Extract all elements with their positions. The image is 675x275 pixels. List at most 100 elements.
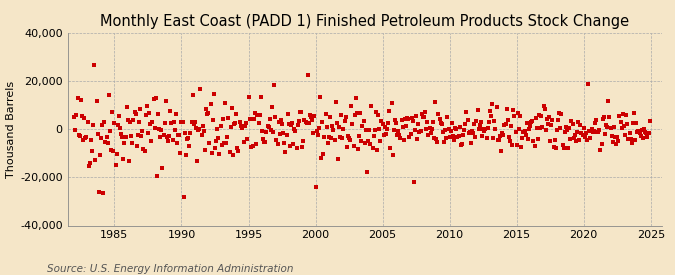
Point [135,107,146,111]
Point [125,120,136,124]
Point [483,119,494,124]
Point [478,127,489,131]
Point [381,132,392,136]
Point [96,135,107,140]
Point [374,127,385,131]
Point [610,135,620,139]
Point [290,129,301,133]
Point [269,83,279,87]
Point [492,138,503,142]
Point [122,118,133,122]
Point [287,121,298,125]
Point [157,166,168,170]
Point [635,134,646,139]
Point [620,132,630,137]
Point [392,133,402,137]
Point [375,139,386,143]
Point [313,133,323,137]
Point [599,131,610,136]
Point [500,122,511,127]
Point [248,144,259,148]
Point [333,157,344,161]
Point [622,122,632,127]
Point [117,135,128,139]
Point [477,134,487,138]
Point [416,111,427,116]
Point [582,138,593,142]
Point [432,140,443,144]
Point [531,116,541,120]
Point [344,136,354,141]
Point [618,112,628,117]
Point [570,133,580,138]
Point [524,123,535,128]
Point [158,132,169,137]
Point [307,118,318,122]
Point [352,111,362,115]
Point [354,133,364,138]
Point [280,150,291,155]
Point [450,126,460,131]
Point [435,120,446,125]
Point [270,115,281,119]
Point [520,133,531,138]
Point [495,149,506,154]
Point [639,127,649,131]
Point [563,146,574,150]
Point [395,136,406,140]
Point [614,114,625,118]
Point [566,119,577,123]
Point [641,130,651,135]
Point [108,149,119,153]
Point [222,134,233,139]
Point [204,141,215,145]
Point [580,131,591,135]
Point [277,130,288,135]
Point [89,63,100,68]
Point [637,128,647,132]
Point [475,120,486,125]
Point [148,97,159,101]
Point [541,117,552,122]
Point [200,147,211,152]
Point [301,120,312,125]
Point [553,118,564,122]
Point [460,122,470,127]
Point [611,142,622,146]
Point [421,126,431,131]
Point [166,121,177,125]
Point [140,113,151,117]
Point [72,96,83,100]
Point [95,153,105,158]
Point [236,124,246,129]
Point [311,128,322,133]
Point [521,121,532,125]
Point [329,138,340,143]
Point [558,146,569,150]
Point [196,133,207,137]
Point [412,137,423,141]
Point [151,174,162,178]
Point [182,136,192,141]
Point [112,123,123,128]
Point [413,122,424,126]
Point [239,139,250,144]
Point [410,128,421,132]
Point [345,138,356,143]
Point [497,131,508,135]
Point [480,127,491,132]
Point [86,148,97,153]
Point [379,125,390,129]
Point [315,95,325,99]
Point [549,138,560,142]
Point [489,119,500,123]
Point [572,130,583,134]
Point [171,141,182,145]
Point [366,104,377,108]
Point [292,123,303,128]
Point [475,122,485,127]
Point [333,125,344,129]
Point [126,134,136,139]
Point [485,114,496,119]
Point [495,134,506,138]
